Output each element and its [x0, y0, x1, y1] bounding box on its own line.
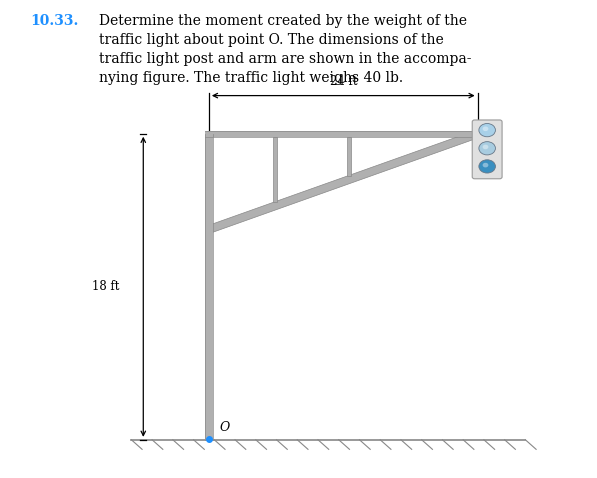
Bar	[205, 134, 213, 440]
Circle shape	[479, 123, 496, 137]
FancyBboxPatch shape	[472, 120, 502, 179]
Text: 24 ft: 24 ft	[330, 76, 357, 88]
Bar	[347, 137, 352, 176]
Text: Determine the moment created by the weight of the
traffic light about point O. T: Determine the moment created by the weig…	[99, 14, 471, 85]
Circle shape	[482, 127, 488, 131]
Circle shape	[482, 163, 488, 167]
Text: O: O	[220, 421, 230, 434]
Circle shape	[479, 141, 496, 155]
Polygon shape	[207, 130, 479, 233]
Bar	[272, 137, 277, 202]
Text: 10.33.: 10.33.	[30, 14, 78, 28]
Circle shape	[482, 145, 488, 149]
Text: 18 ft: 18 ft	[92, 280, 119, 293]
Bar	[205, 131, 481, 137]
Circle shape	[479, 160, 496, 173]
